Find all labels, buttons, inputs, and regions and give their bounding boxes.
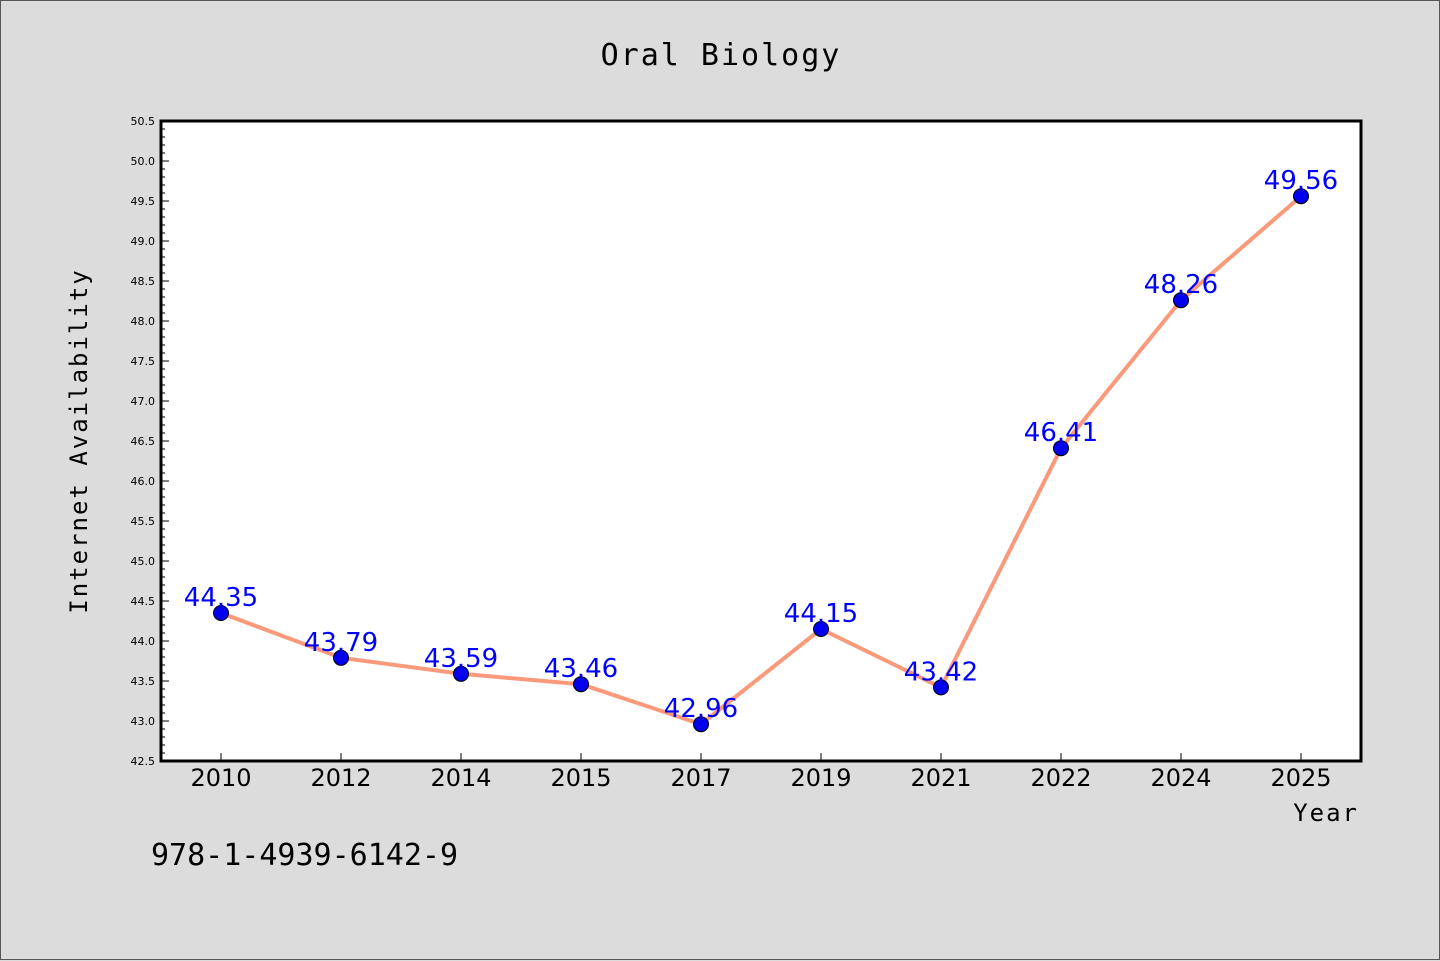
data-label: 44.35 [184,583,258,613]
y-tick-label: 45.0 [131,555,156,568]
x-axis: 2010 2012 2014 2015 2017 2019 2021 2022 2024 2025 [190,753,1332,792]
y-tick-label: 48.5 [131,275,156,288]
y-tick-label: 46.5 [131,435,156,448]
y-tick-label: 42.5 [131,755,156,768]
y-tick-label: 44.5 [131,595,156,608]
plot-area [159,119,1363,763]
x-tick-label: 2010 [190,764,251,792]
data-label: 46.41 [1024,418,1098,448]
data-label: 44.15 [784,599,858,629]
data-label: 42.96 [664,694,738,724]
y-axis: 42.5 43.0 43.5 44.0 44.5 45.0 45.5 46.0 46.5 47.0… [131,115,169,768]
y-tick-label: 49.0 [131,235,156,248]
data-point [1293,188,1309,205]
series-line [220,194,1303,727]
data-point [813,621,829,637]
x-tick-label: 2024 [1150,764,1211,792]
data-label: 43.46 [544,654,618,684]
data-label: 43.42 [904,657,978,687]
x-axis-label: Year [1293,799,1359,827]
y-tick-label: 47.5 [131,355,156,368]
y-tick-label: 43.5 [131,675,156,688]
y-tick-label: 49.5 [131,195,156,208]
y-tick-label: 44.0 [131,635,156,648]
data-point [333,649,349,666]
data-label: 43.59 [424,644,498,674]
y-axis-label: Internet Availability [65,268,93,613]
data-point [213,605,229,621]
y-tick-label: 45.5 [131,515,156,528]
x-tick-label: 2015 [550,764,611,792]
chart-title: Oral Biology [601,38,842,73]
data-label: 43.79 [304,628,378,658]
series-group: 44.35 43.79 43.59 43.46 42.96 44.15 43.42 46.41… [184,166,1338,733]
y-tick-label: 47.0 [131,395,156,408]
data-point [1053,440,1069,457]
data-point [573,676,589,693]
x-tick-label: 2021 [910,764,971,792]
x-tick-label: 2017 [670,764,731,792]
data-label: 49.56 [1264,166,1338,196]
y-tick-label: 50.0 [131,155,156,168]
data-point [1173,292,1189,309]
y-tick-label: 43.0 [131,715,156,728]
x-tick-label: 2025 [1270,764,1331,792]
x-tick-label: 2019 [790,764,851,792]
y-tick-label: 50.5 [131,115,156,128]
x-tick-label: 2012 [310,764,371,792]
x-tick-label: 2014 [430,764,491,792]
data-point [933,679,949,696]
data-label: 48.26 [1144,270,1218,300]
data-point [693,716,709,733]
y-tick-label: 48.0 [131,315,156,328]
data-point [453,665,469,682]
x-tick-label: 2022 [1030,764,1091,792]
y-tick-label: 46.0 [131,475,156,488]
isbn-text: 978-1-4939-6142-9 [151,838,458,873]
